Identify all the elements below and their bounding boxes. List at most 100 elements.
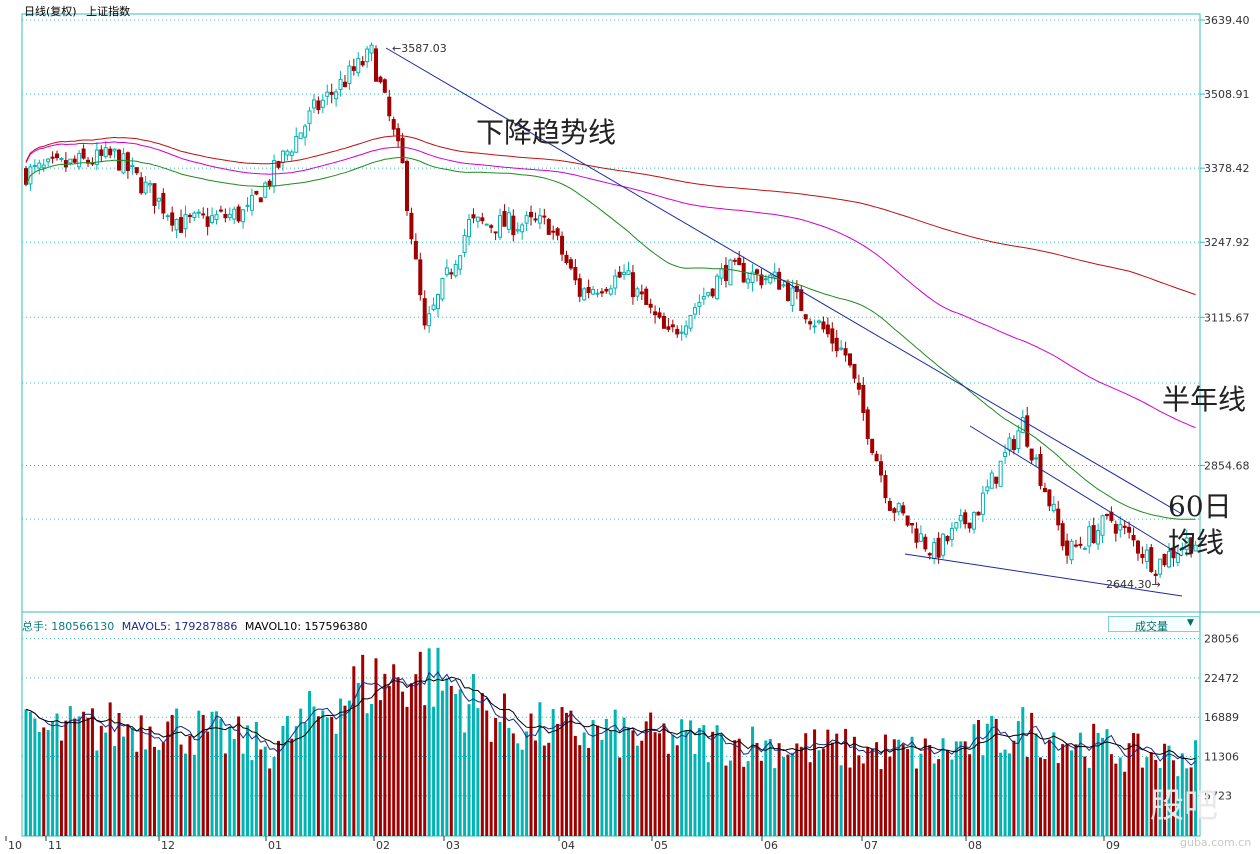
volume-bar-down — [848, 767, 852, 836]
volume-bar-up — [1167, 745, 1171, 836]
candle-down — [1140, 553, 1145, 558]
volume-tick-label: 28056 — [1204, 633, 1239, 646]
candle-down — [848, 353, 853, 366]
chevron-down-icon[interactable]: ▼ — [1187, 618, 1194, 628]
candle-down — [843, 348, 848, 356]
volume-bar-down — [268, 768, 272, 836]
month-tick-label: 05 — [654, 839, 668, 852]
month-tick-label: 07 — [864, 839, 878, 852]
candle-down — [1131, 534, 1136, 541]
volume-bar-down — [290, 738, 294, 836]
candle-up — [183, 214, 188, 230]
volume-bar-down — [1074, 744, 1078, 836]
volume-bar-up — [600, 739, 604, 836]
candle-down — [914, 528, 919, 543]
volume-bar-up — [192, 754, 196, 836]
candle-down — [639, 291, 644, 295]
candle-down — [205, 216, 210, 227]
candle-down — [577, 278, 582, 297]
volume-bar-down — [976, 719, 980, 836]
candle-down — [502, 210, 507, 227]
candle-up — [728, 259, 733, 286]
volume-bar-up — [365, 713, 369, 836]
candle-down — [653, 311, 658, 316]
volume-bar-down — [573, 735, 577, 836]
volume-bar-up — [325, 717, 329, 836]
volume-bar-down — [569, 710, 573, 836]
volume-bar-up — [24, 709, 28, 836]
volume-bar-up — [680, 719, 684, 836]
volume-bar-down — [879, 769, 883, 836]
candle-down — [759, 274, 764, 286]
volume-bar-up — [1158, 768, 1162, 836]
volume-bar-down — [343, 705, 347, 836]
volume-bar-down — [1109, 754, 1113, 836]
candle-up — [103, 147, 108, 157]
volume-bar-up — [334, 733, 338, 836]
volume-bar-down — [396, 677, 400, 836]
candle-down — [865, 409, 870, 439]
volume-bar-down — [414, 674, 418, 836]
candle-down — [223, 213, 228, 219]
candle-down — [852, 363, 857, 379]
candle-down — [910, 522, 915, 526]
candle-down — [480, 217, 485, 222]
volume-bar-down — [759, 760, 763, 836]
volume-bar-down — [835, 733, 839, 836]
volume-bar-up — [1176, 776, 1180, 836]
candle-up — [249, 194, 254, 211]
candle-up — [817, 320, 822, 323]
candle-down — [413, 240, 418, 260]
indicator-select[interactable]: 成交量 ▼ — [1108, 616, 1200, 633]
candle-down — [1056, 508, 1061, 526]
volume-bar-down — [808, 762, 812, 836]
volume-bar-down — [888, 756, 892, 836]
candle-up — [77, 152, 82, 168]
candle-down — [657, 312, 662, 318]
volume-bar-up — [941, 738, 945, 836]
candle-up — [684, 325, 689, 335]
volume-bar-down — [830, 742, 834, 836]
volume-bar-down — [994, 718, 998, 836]
candle-up — [932, 542, 937, 559]
volume-bar-down — [480, 693, 484, 836]
volume-bar-down — [560, 707, 564, 836]
volume-bar-up — [773, 768, 777, 836]
volume-bar-down — [152, 746, 156, 836]
volume-bar-down — [449, 685, 453, 836]
volume-bar-up — [427, 648, 431, 836]
volume-bar-down — [108, 702, 112, 836]
candle-down — [1011, 439, 1016, 451]
month-tick-label: 03 — [446, 839, 460, 852]
volume-bar-up — [706, 762, 710, 836]
candle-down — [161, 192, 166, 214]
volume-bar-up — [1034, 733, 1038, 836]
volume-bar-up — [999, 752, 1003, 836]
volume-bar-down — [1030, 712, 1034, 836]
volume-bar-down — [383, 673, 387, 836]
candle-down — [644, 288, 649, 305]
candle-down — [892, 508, 897, 513]
volume-bar-down — [906, 749, 910, 836]
candle-down — [564, 254, 569, 264]
annotation-text: 均线 — [1168, 526, 1224, 559]
volume-bar-up — [764, 740, 768, 836]
volume-bar-down — [556, 723, 560, 836]
candle-up — [972, 512, 977, 530]
candle-down — [449, 272, 454, 275]
candle-down — [55, 153, 60, 159]
annotation-text: 半年线 — [1162, 383, 1246, 416]
volume-bar-down — [866, 747, 870, 836]
candle-up — [896, 503, 901, 513]
volume-bar-down — [1039, 757, 1043, 836]
candle-up — [347, 65, 352, 85]
volume-bar-down — [494, 717, 498, 836]
candle-up — [989, 472, 994, 489]
volume-bar-down — [223, 753, 227, 836]
candle-up — [608, 288, 613, 295]
volume-bar-down — [1189, 767, 1193, 836]
candle-up — [475, 216, 480, 222]
candle-down — [125, 152, 130, 172]
candle-up — [1007, 437, 1012, 451]
